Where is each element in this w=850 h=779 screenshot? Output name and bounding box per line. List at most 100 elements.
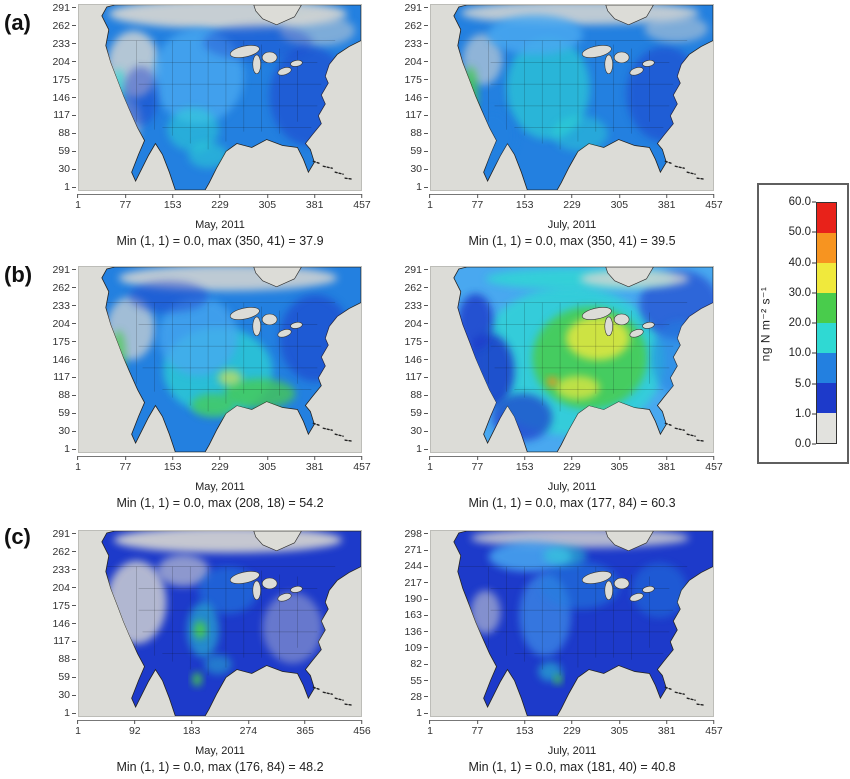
caribbean-islands: [664, 686, 705, 706]
map-svg: [431, 531, 713, 716]
x-tick-label: 153: [516, 456, 533, 473]
x-tick-label: 305: [259, 456, 276, 473]
map-plot: [430, 4, 714, 191]
hudson-bay-shape: [605, 267, 654, 288]
y-tick-label: 146: [52, 92, 76, 104]
x-tick-label: 274: [240, 720, 257, 737]
y-tick-label: 204: [404, 318, 428, 330]
y-tick-label: 217: [404, 577, 428, 589]
great-lake-shape: [252, 580, 262, 601]
y-tick-label: 88: [58, 653, 76, 665]
y-tick-label: 233: [52, 300, 76, 312]
great-lake-shape: [604, 580, 614, 601]
map-shade-blob: [223, 378, 296, 409]
y-tick-label: 291: [52, 528, 76, 540]
map-shade-blob: [167, 107, 220, 152]
x-tick-label: 457: [705, 194, 723, 211]
x-tick-label: 229: [563, 720, 581, 737]
x-tick-label: 183: [183, 720, 200, 737]
x-tick-label: 381: [306, 194, 323, 211]
great-lake-shape: [261, 313, 278, 326]
map-shade-blob: [487, 14, 583, 55]
x-tick-label: 153: [164, 194, 181, 211]
great-lake-shape: [277, 593, 292, 602]
y-tick-label: 190: [404, 593, 428, 605]
great-lake-shape: [642, 585, 655, 593]
x-axis-ticks: 1 77 153 229 305 381 457: [427, 720, 723, 738]
x-tick-label: 305: [611, 194, 628, 211]
map-svg: [79, 267, 361, 452]
colorbar-tick-mark: [812, 292, 816, 294]
panel-minmax-caption: Min (1, 1) = 0.0, max (177, 84) = 60.3: [468, 496, 676, 510]
state-borders: [454, 566, 688, 676]
y-tick-label: 117: [405, 109, 428, 121]
y-tick-label: 233: [404, 38, 428, 50]
panel-minmax-caption: Min (1, 1) = 0.0, max (208, 18) = 54.2: [116, 496, 324, 510]
x-axis-ticks: 1 77 153 229 305 381 457: [75, 456, 371, 474]
great-lake-shape: [629, 329, 644, 338]
great-lake-shape: [613, 577, 630, 590]
y-tick-label: 30: [410, 425, 428, 437]
y-tick-label: 291: [404, 264, 428, 276]
great-lake-shape: [277, 329, 292, 338]
colorbar-segment: [817, 383, 836, 413]
x-tick-label: 305: [611, 456, 628, 473]
y-tick-label: 30: [58, 689, 76, 701]
great-lake-shape: [252, 316, 262, 337]
map-svg: [431, 267, 713, 452]
y-tick-label: 175: [404, 74, 428, 86]
panel-month-caption: May, 2011: [195, 481, 245, 493]
y-tick-label: 59: [410, 407, 428, 419]
great-lake-shape: [642, 59, 655, 67]
x-tick-label: 77: [119, 456, 131, 473]
x-tick-label: 457: [353, 194, 371, 211]
great-lake-shape: [229, 571, 260, 584]
x-tick-label: 229: [563, 456, 581, 473]
map-plot: [430, 530, 714, 717]
colorbar-tick-mark: [812, 383, 816, 384]
y-tick-label: 1: [416, 443, 428, 455]
y-tick-label: 163: [404, 609, 428, 621]
map-plot: [78, 266, 362, 453]
great-lake-shape: [261, 577, 278, 590]
state-borders: [454, 40, 688, 150]
colorbar-tick-mark: [812, 443, 816, 445]
y-axis-ticks: 291 262 233 204 175 146 117 88 59 30 1: [390, 2, 428, 193]
panel-minmax-caption: Min (1, 1) = 0.0, max (350, 41) = 37.9: [116, 234, 324, 248]
y-tick-label: 271: [404, 544, 428, 556]
x-tick-label: 381: [658, 720, 675, 737]
y-tick-label: 204: [52, 56, 76, 68]
map-plot: [78, 4, 362, 191]
map-shade-blob: [631, 562, 688, 619]
map-shade-blob: [556, 375, 600, 400]
x-axis-ticks: 1 92 183 274 365 456: [75, 720, 371, 738]
colorbar-segment: [817, 323, 836, 353]
great-lake-shape: [581, 45, 612, 58]
y-tick-label: 117: [53, 109, 76, 121]
row-label-a: (a): [4, 10, 31, 35]
caribbean-islands: [312, 422, 353, 442]
hudson-bay-shape: [605, 5, 654, 26]
x-tick-label: 77: [471, 194, 483, 211]
colorbar-tick-label: 50.0: [788, 226, 811, 239]
x-axis-ticks: 1 77 153 229 305 381 457: [427, 194, 723, 212]
x-tick-label: 77: [471, 456, 483, 473]
y-tick-label: 117: [53, 635, 76, 647]
y-axis-ticks: 291 262 233 204 175 146 117 88 59 30 1: [390, 264, 428, 455]
x-tick-label: 229: [211, 456, 229, 473]
colorbar-tick-mark: [812, 262, 816, 263]
y-tick-label: 88: [410, 127, 428, 139]
x-tick-label: 456: [353, 720, 371, 737]
y-tick-label: 30: [58, 163, 76, 175]
y-tick-label: 30: [58, 425, 76, 437]
hudson-bay-shape: [253, 267, 302, 288]
colorbar-ticks: 60.0 50.0 40.0 30.0 20.0 10.0 5.0 1.0 0.0: [775, 196, 816, 450]
x-tick-label: 381: [306, 456, 323, 473]
y-axis-ticks: 291 262 233 204 175 146 117 88 59 30 1: [38, 528, 76, 719]
y-tick-label: 1: [64, 181, 76, 193]
colorbar-tick-mark: [812, 201, 816, 203]
x-tick-label: 381: [658, 456, 675, 473]
state-borders: [102, 302, 336, 412]
y-tick-label: 59: [58, 145, 76, 157]
